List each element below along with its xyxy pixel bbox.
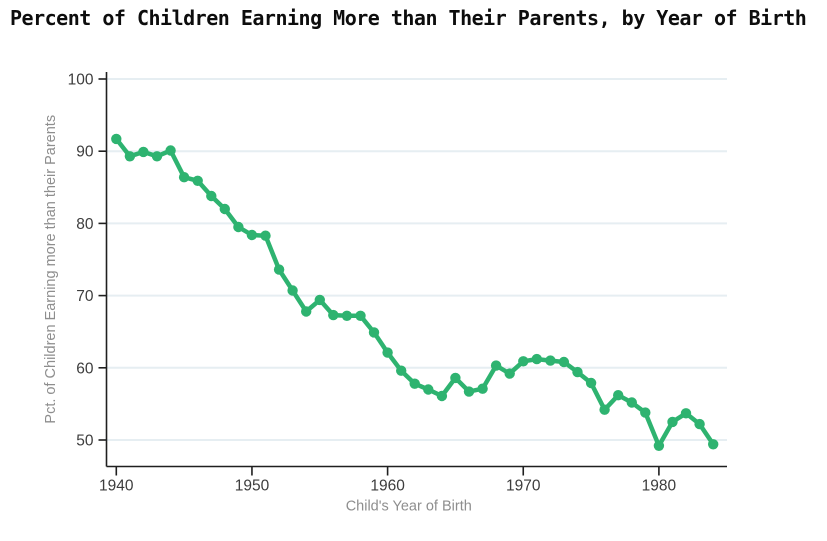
data-point-1973	[558, 356, 570, 368]
data-point-1944	[165, 145, 176, 156]
data-point-1943	[151, 151, 163, 162]
data-point-1982	[680, 408, 692, 419]
data-point-1958	[355, 310, 366, 321]
data-point-1940	[111, 133, 122, 145]
data-point-1975	[585, 377, 597, 389]
data-point-1977	[613, 390, 624, 401]
data-series	[111, 133, 719, 451]
data-point-1948	[219, 203, 230, 215]
data-point-1972	[545, 355, 556, 366]
data-point-1971	[531, 353, 542, 365]
data-point-1956	[328, 309, 339, 321]
data-point-1980	[653, 440, 665, 451]
data-point-1941	[124, 151, 136, 162]
data-point-1978	[626, 397, 637, 408]
data-point-1950	[246, 229, 258, 241]
data-point-1954	[301, 306, 312, 317]
axis-titles: Child's Year of Birth Pct. of Children Ea…	[43, 115, 472, 515]
data-point-1967	[477, 383, 488, 394]
data-point-1949	[233, 221, 244, 233]
data-point-1983	[694, 418, 705, 430]
x-tick-label-1980: 1980	[642, 478, 677, 495]
data-point-1969	[504, 368, 515, 379]
series-line	[114, 136, 716, 449]
x-axis-title: Child's Year of Birth	[346, 499, 472, 515]
data-point-1951	[260, 230, 271, 241]
y-tick-label-50: 50	[76, 433, 94, 450]
data-point-1961	[396, 365, 407, 376]
y-tick-label-80: 80	[76, 216, 94, 233]
data-point-1947	[206, 190, 217, 202]
gridlines	[106, 78, 727, 441]
tick-labels: 50 60 70 80 90 100 1940 1950 1960 1970 1980	[68, 72, 677, 495]
data-point-1946	[192, 175, 203, 186]
tick-marks	[98, 78, 660, 476]
data-point-1979	[640, 407, 651, 418]
x-tick-label-1970: 1970	[506, 478, 541, 495]
data-point-1962	[409, 378, 420, 389]
data-point-1963	[423, 384, 434, 395]
chart-title: Percent of Children Earning More than Th…	[10, 6, 807, 30]
x-tick-label-1950: 1950	[235, 478, 270, 495]
x-tick-label-1960: 1960	[370, 478, 405, 495]
x-tick-label-1940: 1940	[99, 478, 134, 495]
data-point-1970	[518, 356, 529, 367]
data-point-1966	[463, 386, 475, 397]
data-point-1965	[450, 372, 461, 384]
data-point-1964	[436, 390, 448, 402]
y-tick-label-100: 100	[68, 72, 94, 89]
data-point-1953	[287, 285, 298, 296]
data-point-1981	[667, 416, 678, 428]
data-point-1974	[572, 366, 583, 378]
y-tick-label-70: 70	[76, 288, 94, 305]
data-point-1960	[382, 347, 393, 358]
axes	[105, 72, 727, 468]
data-point-1976	[599, 404, 610, 415]
data-point-1984	[708, 439, 719, 450]
data-point-1945	[178, 172, 190, 183]
data-point-1942	[138, 146, 149, 158]
data-point-1957	[341, 310, 353, 321]
y-tick-label-90: 90	[76, 144, 94, 161]
data-point-1955	[314, 294, 325, 306]
data-point-1959	[368, 327, 380, 338]
y-tick-label-60: 60	[76, 360, 94, 377]
data-point-1968	[490, 360, 502, 371]
data-point-1952	[273, 264, 285, 275]
y-axis-title: Pct. of Children Earning more than their…	[43, 115, 59, 424]
